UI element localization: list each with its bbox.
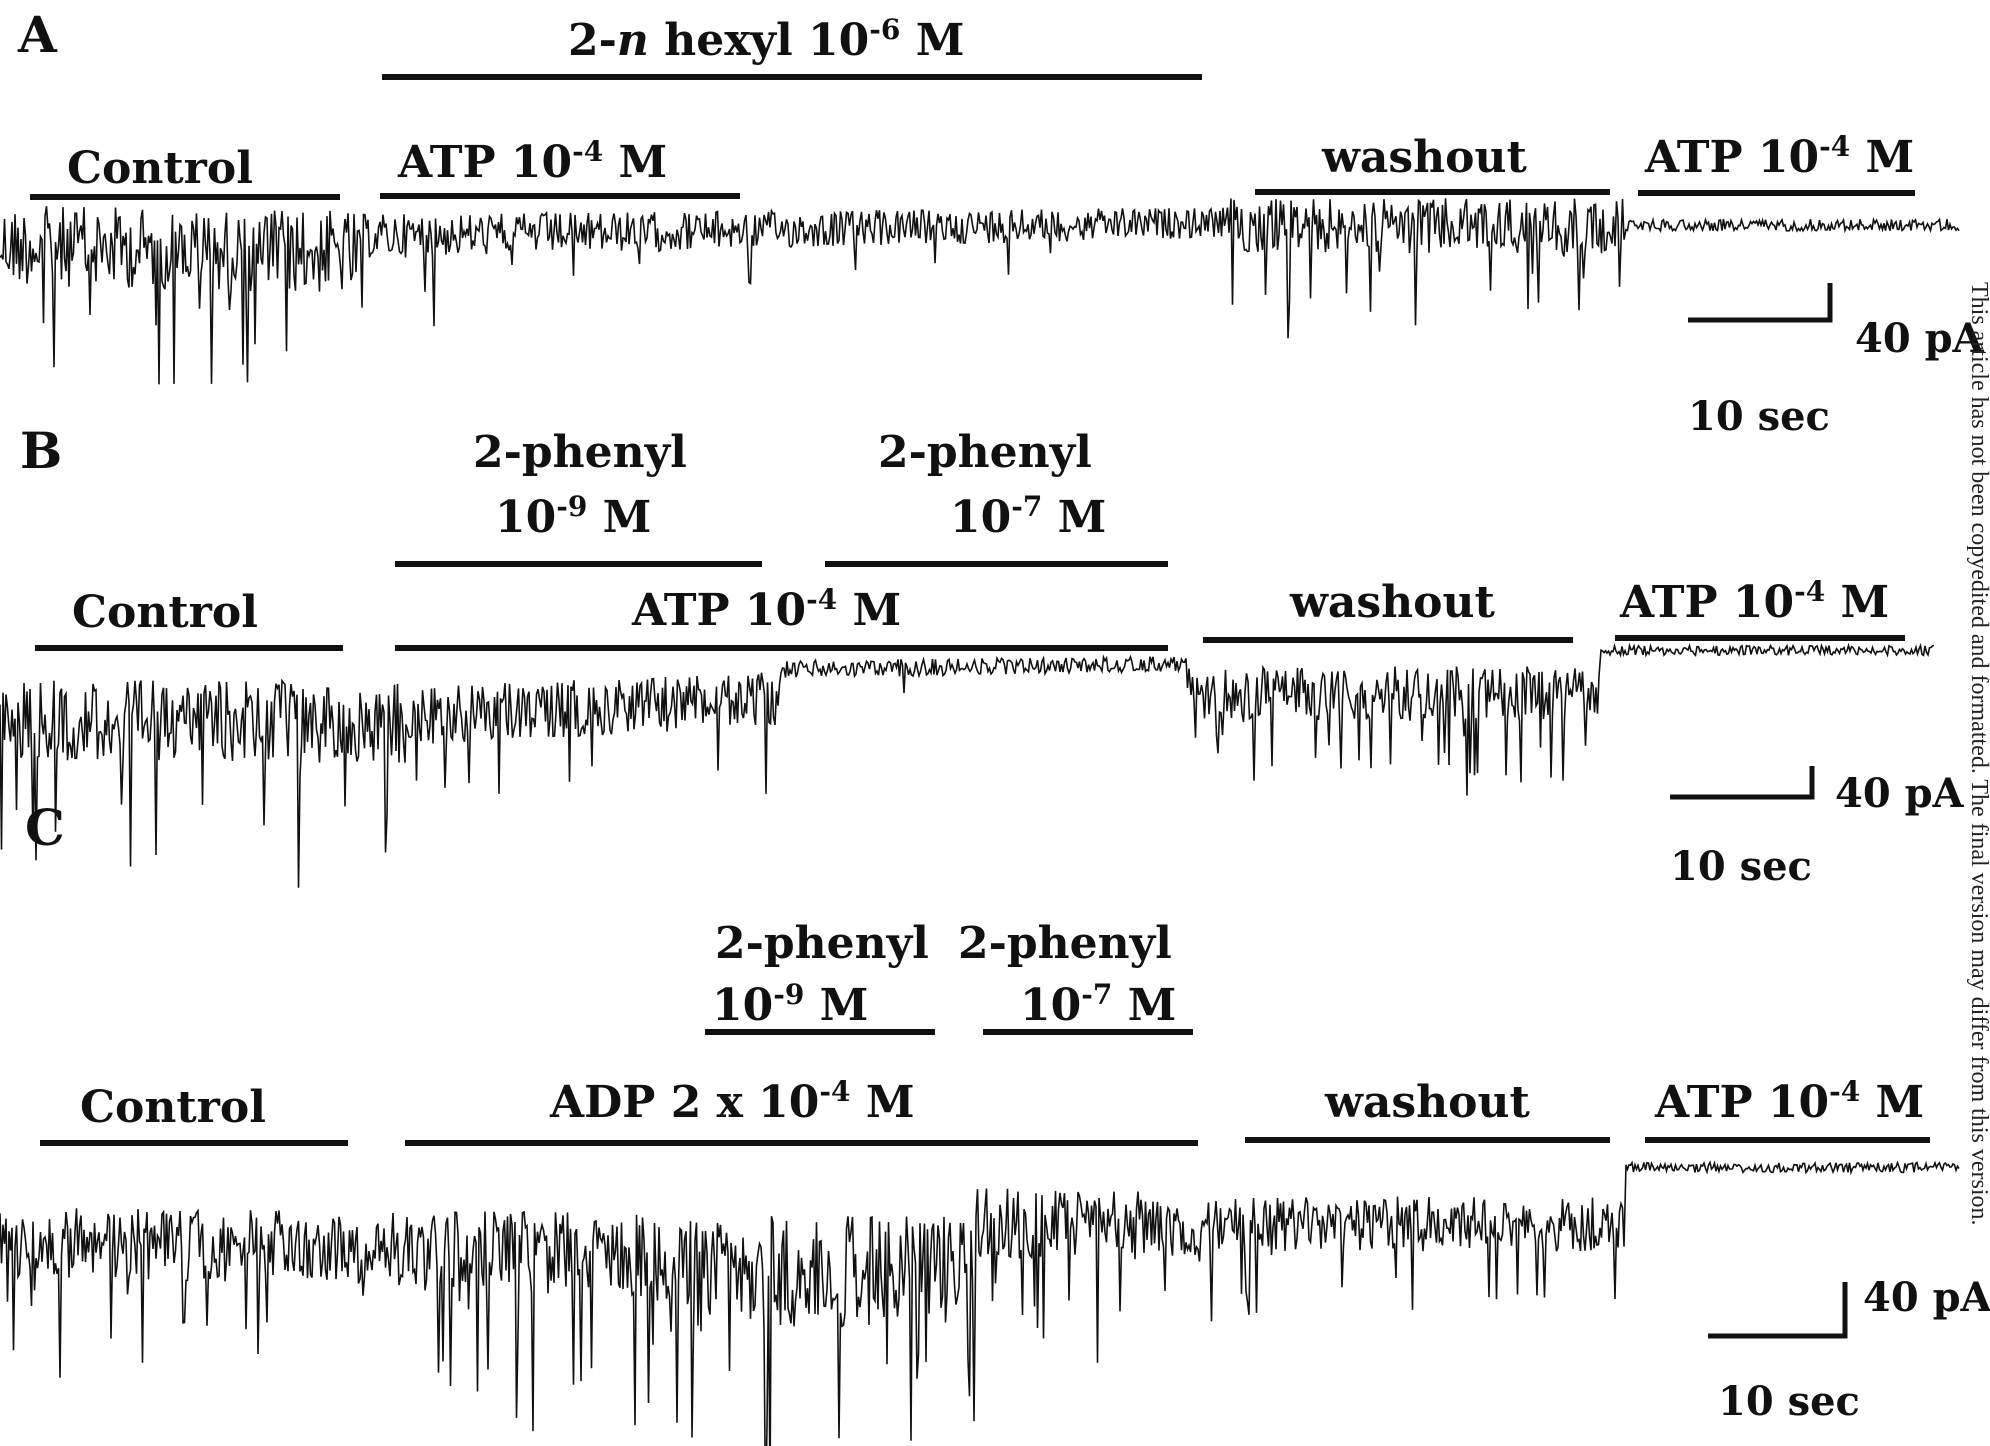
panel-c-current-trace (0, 1160, 1960, 1446)
trace-c-path (0, 1160, 1960, 1446)
panel-b-agonist-label: ATP 10-4 M (631, 583, 901, 636)
panel-c-scale-time: 10 sec (1718, 1378, 1860, 1425)
panel-c-scale-current: 40 pA (1863, 1274, 1990, 1321)
panel-a-current-trace (0, 198, 1960, 385)
copyedit-side-note: This article has not been copyedited and… (1966, 282, 1990, 1226)
panel-a-scale-current: 40 pA (1855, 315, 1985, 362)
panel-a-treatment-label: 2-n hexyl 10-6 M (568, 13, 964, 66)
panel-c-washout-label: washout (1324, 1077, 1530, 1128)
panel-b: B 2-phenyl 10-9 M 2-phenyl 10-7 M Contro… (0, 421, 1965, 890)
panel-c-letter: C (25, 798, 65, 857)
panel-b-treatment-1-name: 2-phenyl (473, 427, 687, 478)
panel-a-control-label: Control (67, 143, 253, 194)
panel-a-letter: A (17, 5, 58, 64)
panel-a-washout-label: washout (1321, 132, 1527, 183)
panel-a-final-label: ATP 10-4 M (1644, 130, 1914, 183)
panel-a-scale-bar: 40 pA 10 sec (1688, 283, 1985, 440)
panel-b-washout-label: washout (1289, 577, 1495, 628)
panel-b-scale-current: 40 pA (1835, 770, 1965, 817)
trace-a-path (0, 198, 1960, 385)
panel-c-scale-bar: 40 pA 10 sec (1708, 1274, 1990, 1425)
panel-b-treatment-2-conc: 10-7 M (950, 490, 1106, 543)
panel-c-control-label: Control (80, 1082, 266, 1133)
panel-b-treatment-2-name: 2-phenyl (878, 427, 1092, 478)
panel-a-scale-time: 10 sec (1688, 393, 1830, 440)
panel-b-treatment-1-conc: 10-9 M (495, 490, 651, 543)
panel-a-agonist-label: ATP 10-4 M (397, 135, 667, 188)
panel-b-final-label: ATP 10-4 M (1619, 575, 1889, 628)
panel-b-scale-time: 10 sec (1670, 843, 1812, 890)
panel-b-current-trace (0, 642, 1935, 888)
panel-c-treatment-1-conc: 10-9 M (712, 978, 868, 1031)
panel-c-treatment-2-conc: 10-7 M (1020, 978, 1176, 1031)
panel-c-treatment-1-name: 2-phenyl (715, 918, 929, 969)
trace-b-path (0, 642, 1935, 888)
panel-a: A 2-n hexyl 10-6 M Control ATP 10-4 M wa… (0, 5, 1985, 440)
panel-b-letter: B (20, 421, 62, 480)
panel-c: C 2-phenyl 10-9 M 2-phenyl 10-7 M Contro… (0, 798, 1990, 1446)
panel-c-agonist-label: ADP 2 x 10-4 M (549, 1075, 915, 1128)
panel-b-control-label: Control (72, 587, 258, 638)
panel-c-final-label: ATP 10-4 M (1654, 1075, 1924, 1128)
panel-b-scale-bar: 40 pA 10 sec (1670, 766, 1965, 890)
panel-c-treatment-2-name: 2-phenyl (958, 918, 1172, 969)
